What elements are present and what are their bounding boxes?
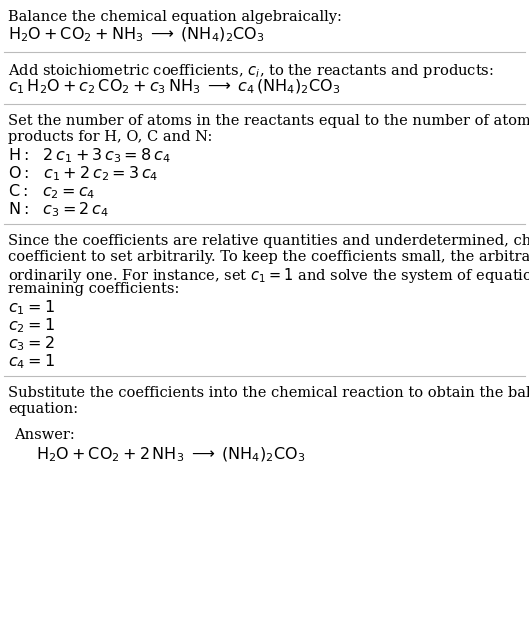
Text: $\mathrm{H_2O + CO_2 + 2\,NH_3 \;\longrightarrow\; (NH_4)_2CO_3}$: $\mathrm{H_2O + CO_2 + 2\,NH_3 \;\longri… bbox=[36, 446, 305, 465]
Text: products for H, O, C and N:: products for H, O, C and N: bbox=[8, 130, 212, 144]
Text: $\mathrm{N:}\;\;\, c_3 = 2\,c_4$: $\mathrm{N:}\;\;\, c_3 = 2\,c_4$ bbox=[8, 200, 109, 219]
Text: Balance the chemical equation algebraically:: Balance the chemical equation algebraica… bbox=[8, 10, 342, 24]
Text: remaining coefficients:: remaining coefficients: bbox=[8, 282, 179, 296]
Text: $c_1 = 1$: $c_1 = 1$ bbox=[8, 298, 55, 317]
Text: coefficient to set arbitrarily. To keep the coefficients small, the arbitrary va: coefficient to set arbitrarily. To keep … bbox=[8, 250, 529, 264]
Text: Add stoichiometric coefficients, $c_i$, to the reactants and products:: Add stoichiometric coefficients, $c_i$, … bbox=[8, 62, 494, 80]
Text: $c_3 = 2$: $c_3 = 2$ bbox=[8, 334, 54, 353]
Text: Substitute the coefficients into the chemical reaction to obtain the balanced: Substitute the coefficients into the che… bbox=[8, 386, 529, 400]
Text: $\mathrm{C:}\;\;\, c_2 = c_4$: $\mathrm{C:}\;\;\, c_2 = c_4$ bbox=[8, 182, 95, 201]
Text: $c_1\,\mathrm{H_2O} + c_2\,\mathrm{CO_2} + c_3\,\mathrm{NH_3} \;\longrightarrow\: $c_1\,\mathrm{H_2O} + c_2\,\mathrm{CO_2}… bbox=[8, 78, 341, 97]
Text: $\mathrm{H_2O + CO_2 + NH_3 \;\longrightarrow\; (NH_4)_2CO_3}$: $\mathrm{H_2O + CO_2 + NH_3 \;\longright… bbox=[8, 26, 264, 45]
Text: $c_2 = 1$: $c_2 = 1$ bbox=[8, 316, 55, 335]
Text: $\mathrm{H:}\;\;\, 2\,c_1 + 3\,c_3 = 8\,c_4$: $\mathrm{H:}\;\;\, 2\,c_1 + 3\,c_3 = 8\,… bbox=[8, 146, 170, 165]
Text: $c_4 = 1$: $c_4 = 1$ bbox=[8, 352, 55, 371]
Text: Answer:: Answer: bbox=[14, 428, 75, 442]
Text: ordinarily one. For instance, set $c_1 = 1$ and solve the system of equations fo: ordinarily one. For instance, set $c_1 =… bbox=[8, 266, 529, 285]
Text: equation:: equation: bbox=[8, 402, 78, 416]
Text: $\mathrm{O:}\;\;\, c_1 + 2\,c_2 = 3\,c_4$: $\mathrm{O:}\;\;\, c_1 + 2\,c_2 = 3\,c_4… bbox=[8, 164, 158, 182]
Text: Since the coefficients are relative quantities and underdetermined, choose a: Since the coefficients are relative quan… bbox=[8, 234, 529, 248]
Text: Set the number of atoms in the reactants equal to the number of atoms in the: Set the number of atoms in the reactants… bbox=[8, 114, 529, 128]
